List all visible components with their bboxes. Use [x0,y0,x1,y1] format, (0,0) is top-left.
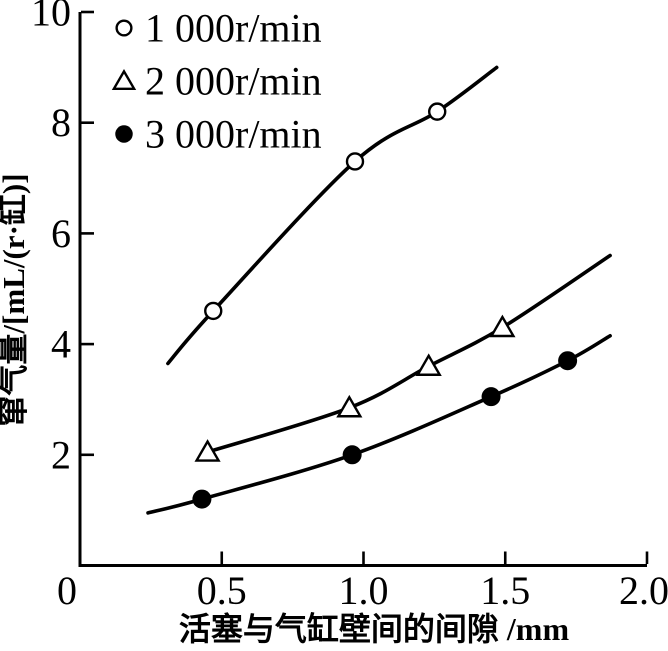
axis-lines [78,12,647,567]
legend-item: 1 000r/min [115,6,322,51]
x-tick-label: 2.0 [619,568,668,613]
series-2000r-min [194,253,612,462]
legend-marker-triangle-icon [111,68,137,91]
legend-label: 2 000r/min [145,59,322,104]
series-3000r-min [146,334,612,515]
y-tick-label: 10 [31,0,71,35]
legend-item: 2 000r/min [111,59,322,104]
y-tick-label: 4 [51,322,71,367]
series-curve [166,65,499,366]
x-tick-label: 1.5 [480,568,530,613]
y-axis-title: 窜气量/[mL/(r·缸)] [0,173,31,426]
data-point-marker [192,489,212,509]
x-tick-label: 1.0 [339,568,389,613]
data-point-marker [194,439,221,462]
legend: 1 000r/min 2 000r/min 3 000r/min [111,6,322,157]
series-1000r-min [166,65,499,366]
series-curve [205,253,612,454]
legend-label: 1 000r/min [145,6,322,51]
data-point-marker [415,353,442,376]
data-point-marker [204,301,223,321]
data-point-marker [345,152,365,171]
y-tick-label: 6 [51,211,71,256]
data-point-marker [428,102,447,121]
legend-item: 3 000r/min [115,112,322,157]
x-tick-label: 0 [57,568,77,613]
legend-marker-open-circle-icon [115,19,133,37]
legend-marker-filled-circle-icon [115,125,133,143]
series-group [146,65,612,515]
data-point-marker [336,394,363,418]
data-point-marker [558,351,578,371]
data-point-marker [481,387,501,407]
x-tick-label: 0.5 [197,568,247,613]
y-tick-label: 8 [51,100,71,145]
data-point-marker [342,445,362,465]
axes [78,10,649,567]
legend-label: 3 000r/min [145,112,322,157]
series-curve [146,334,612,515]
x-axis-title: 活塞与气缸壁间的间隙 /mm [179,611,570,647]
tick-labels: 0 0.5 1.0 1.5 2.0 2 4 6 8 10 [31,0,668,613]
y-tick-label: 2 [51,432,71,477]
data-point-marker [489,314,516,338]
